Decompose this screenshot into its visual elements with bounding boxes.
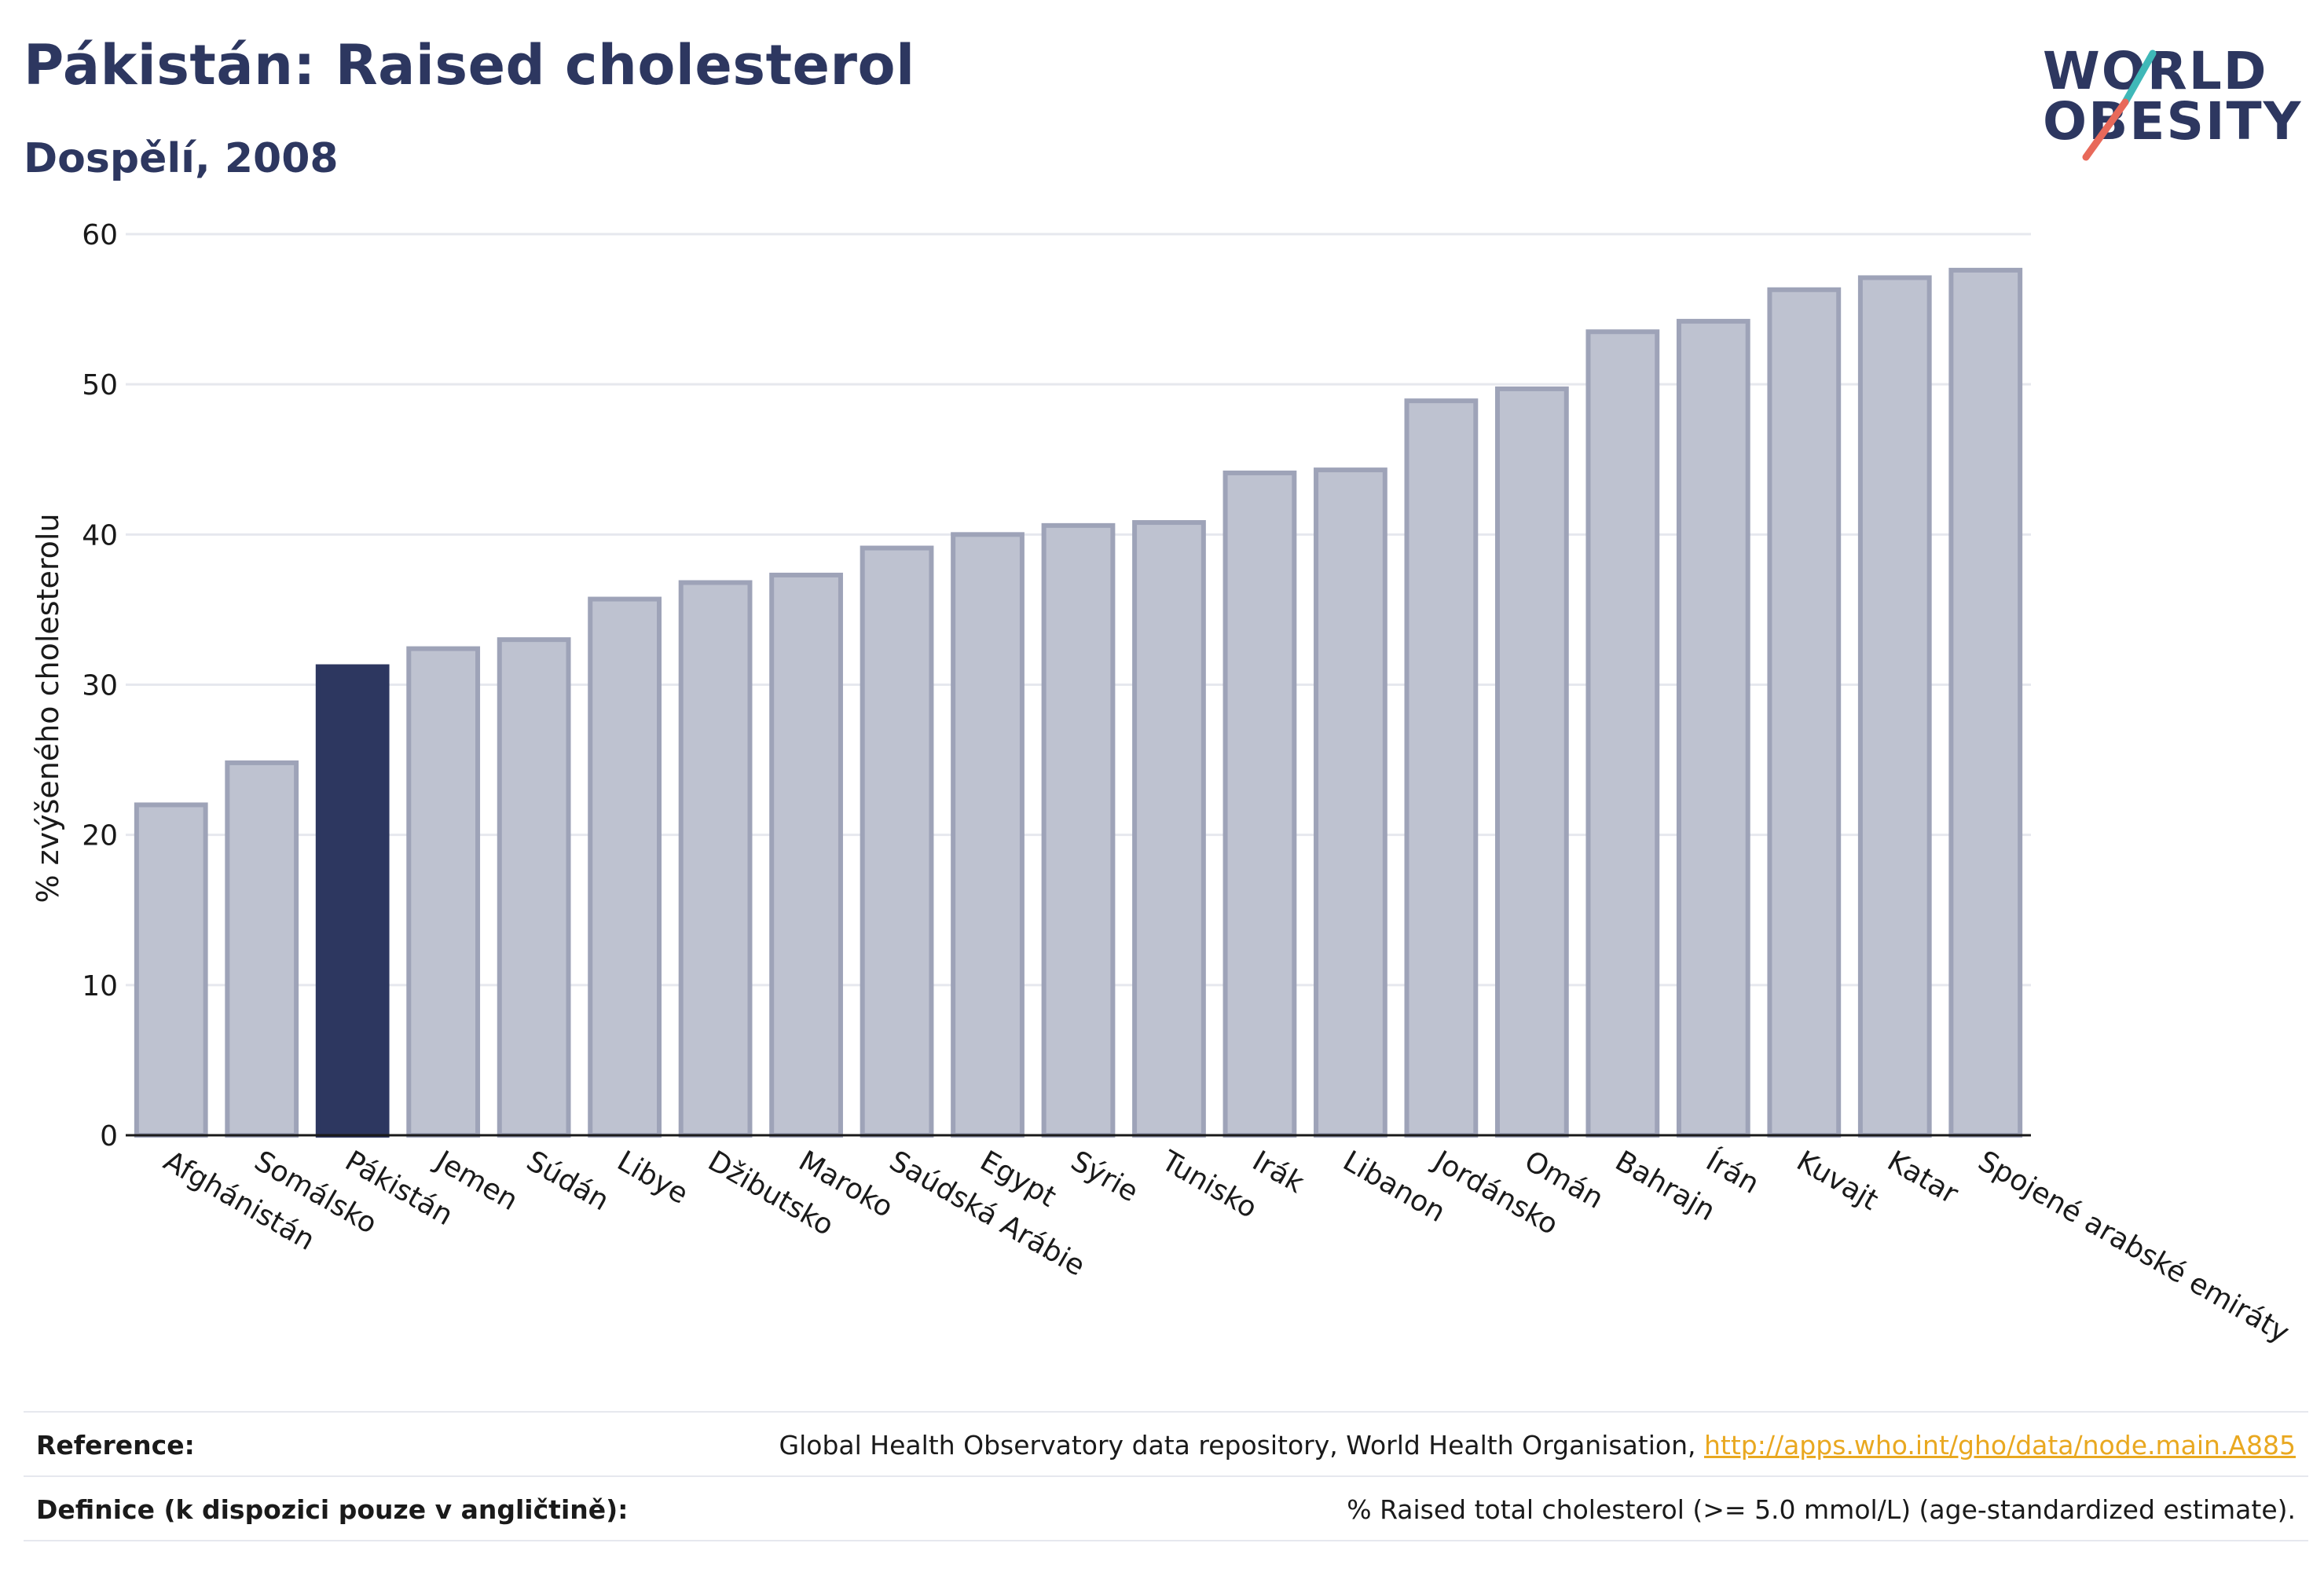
y-tick-label: 0 <box>100 1120 118 1153</box>
x-tick-label: Kuvajt <box>1791 1145 1884 1217</box>
x-tick-label: Írán <box>1700 1144 1765 1200</box>
definition-label: Definice (k dispozici pouze v angličtině… <box>36 1494 629 1525</box>
bar-džibutsko <box>678 580 753 1138</box>
x-tick-label: Sýrie <box>1065 1145 1143 1208</box>
bar-irák <box>1222 470 1297 1138</box>
bar-sýrie <box>1041 522 1116 1138</box>
bar-pákistán <box>315 664 390 1138</box>
bar-libye <box>588 596 662 1138</box>
reference-value: Global Health Observatory data repositor… <box>779 1430 2296 1461</box>
bar-omán <box>1495 386 1569 1138</box>
logo-line-2: OBESITY <box>2043 91 2303 152</box>
logo-slash-icon <box>2082 49 2157 161</box>
chart-subtitle: Dospělí, 2008 <box>24 135 339 182</box>
reference-text: Global Health Observatory data repositor… <box>779 1430 1704 1461</box>
bar-jordánsko <box>1404 398 1479 1138</box>
x-axis-ticks: AfghánistánSomálskoPákistánJemenSúdánLib… <box>158 1144 2294 1349</box>
x-tick-label: Spojené arabské emiráty <box>1973 1145 2295 1349</box>
x-tick-label: Afghánistán <box>158 1145 320 1257</box>
bar-chart: 0 10 20 30 40 50 60 AfghánistánSomálskoPákistá… <box>31 219 2295 1350</box>
x-tick-label: Libanon <box>1337 1145 1450 1229</box>
bar-afghánistán <box>134 802 208 1138</box>
reference-link[interactable]: http://apps.who.int/gho/data/node.main.A… <box>1703 1430 2296 1461</box>
bar-libanon <box>1314 467 1387 1138</box>
definition-value: % Raised total cholesterol (>= 5.0 mmol/… <box>1347 1494 2296 1525</box>
y-tick-label: 20 <box>82 820 118 852</box>
bar-súdán <box>497 637 571 1138</box>
y-tick-label: 50 <box>82 369 118 401</box>
bar-bahrajn <box>1585 329 1660 1138</box>
y-axis-label: % zvýšeného cholesterolu <box>31 513 65 903</box>
reference-row: Reference: Global Health Observatory dat… <box>24 1411 2308 1477</box>
y-tick-label: 60 <box>82 219 118 251</box>
x-tick-label: Súdán <box>521 1145 614 1217</box>
bars <box>134 267 2023 1138</box>
x-tick-label: Irák <box>1247 1145 1310 1200</box>
y-tick-label: 10 <box>82 970 118 1002</box>
bar-kuvajt <box>1767 287 1842 1138</box>
bar-tunisko <box>1132 520 1206 1138</box>
bar-írán <box>1676 318 1750 1138</box>
y-tick-label: 30 <box>82 670 118 702</box>
x-tick-label: Katar <box>1882 1145 1963 1211</box>
bar-spojené-arabské-emiráty <box>1948 267 2023 1138</box>
footer-divider <box>24 1540 2308 1541</box>
bar-maroko <box>769 572 843 1138</box>
bar-jemen <box>406 646 481 1138</box>
bar-katar <box>1857 275 1932 1138</box>
world-obesity-logo: WORLD OBESITY <box>2043 24 2310 165</box>
x-tick-label: Bahrajn <box>1610 1145 1721 1227</box>
reference-label: Reference: <box>36 1430 195 1461</box>
x-tick-label: Libye <box>612 1145 694 1211</box>
y-axis-ticks: 0 10 20 30 40 50 60 <box>82 219 118 1153</box>
bar-egypt <box>951 532 1025 1138</box>
chart-title: Pákistán: Raised cholesterol <box>24 33 915 97</box>
bar-somálsko <box>225 760 299 1138</box>
definition-row: Definice (k dispozici pouze v angličtině… <box>24 1475 2308 1541</box>
y-tick-label: 40 <box>82 519 118 552</box>
x-tick-label: Tunisko <box>1156 1145 1263 1225</box>
bar-saúdská-arábie <box>860 545 934 1138</box>
